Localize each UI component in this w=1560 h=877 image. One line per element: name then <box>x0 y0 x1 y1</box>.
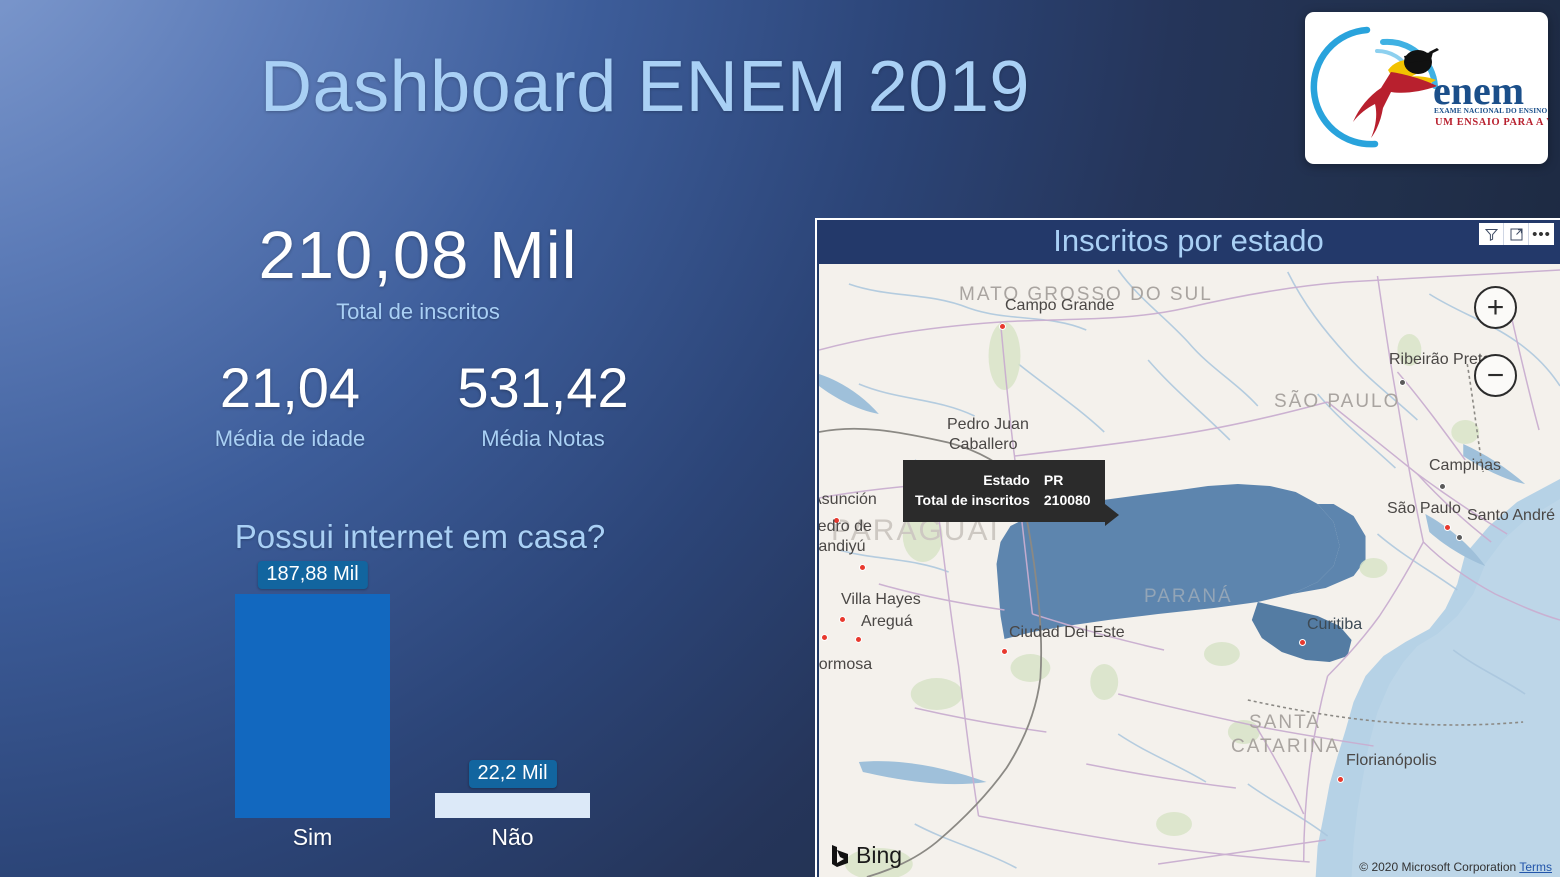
city-dot <box>1444 524 1451 531</box>
tooltip-row: Total de inscritos 210080 <box>915 490 1091 510</box>
svg-text:UM ENSAIO PARA A VIDA: UM ENSAIO PARA A VIDA <box>1435 117 1548 128</box>
basemap-vector <box>819 264 1560 877</box>
internet-bar-chart: Possui internet em casa? 187,88 Mil Sim … <box>150 518 690 870</box>
map-visual[interactable]: Inscritos por estado ••• <box>815 218 1560 877</box>
page-title: Dashboard ENEM 2019 <box>260 47 1030 127</box>
bing-logo[interactable]: Bing <box>831 842 902 869</box>
city-dot <box>1456 534 1463 541</box>
city-dot <box>859 564 866 571</box>
bar-sim-category-label: Sim <box>292 824 333 850</box>
city-dot <box>1399 379 1406 386</box>
kpi-media-notas: 531,42 Média Notas <box>420 360 666 452</box>
kpi-total-inscritos: 210,08 Mil Total de inscritos <box>178 222 658 325</box>
bar-nao-value-label: 22,2 Mil <box>468 760 557 788</box>
tooltip-tail <box>1104 504 1119 526</box>
map-canvas[interactable]: MATO GROSSO DO SUL SÃO PAULO PARANÁ SANT… <box>819 264 1560 877</box>
tooltip-row: Estado PR <box>915 470 1091 490</box>
city-dot <box>833 517 840 524</box>
enem-logo: enem EXAME NACIONAL DO ENSINO MÉDIO UM E… <box>1305 12 1548 164</box>
tooltip-key: Estado <box>983 472 1030 488</box>
city-dot <box>999 323 1006 330</box>
chart-title: Possui internet em casa? <box>234 518 606 555</box>
svg-text:enem: enem <box>1433 68 1524 113</box>
map-zoom-out-button[interactable]: − <box>1474 354 1517 397</box>
plus-icon: + <box>1486 290 1505 324</box>
minus-icon: − <box>1486 358 1505 392</box>
bing-glyph-icon <box>832 844 848 867</box>
kpi-media-notas-label: Média Notas <box>481 426 605 451</box>
kpi-total-inscritos-value: 210,08 Mil <box>258 218 578 293</box>
bar-nao[interactable]: 22,2 Mil Não <box>435 760 590 850</box>
map-visual-header: Inscritos por estado ••• <box>817 220 1560 264</box>
bar-sim-rect[interactable] <box>235 594 390 818</box>
city-dot <box>1299 639 1306 646</box>
filter-icon[interactable] <box>1479 223 1504 245</box>
city-dot <box>855 636 862 643</box>
map-visual-title: Inscritos por estado <box>1053 223 1324 258</box>
map-tooltip: Estado PR Total de inscritos 210080 <box>903 460 1119 526</box>
kpi-media-idade-value: 21,04 <box>219 356 361 419</box>
svg-text:EXAME NACIONAL DO ENSINO MÉDIO: EXAME NACIONAL DO ENSINO MÉDIO <box>1434 105 1548 115</box>
kpi-media-notas-value: 531,42 <box>457 356 629 419</box>
map-copyright: © 2020 Microsoft Corporation <box>1359 860 1517 874</box>
map-zoom-in-button[interactable]: + <box>1474 286 1517 329</box>
more-options-icon[interactable]: ••• <box>1529 223 1554 245</box>
city-dot <box>1001 648 1008 655</box>
focus-mode-icon[interactable] <box>1504 223 1529 245</box>
city-dot <box>839 616 846 623</box>
parana-region <box>996 484 1340 639</box>
map-visual-toolbar: ••• <box>1479 223 1554 245</box>
city-dot <box>821 634 828 641</box>
bar-nao-rect[interactable] <box>435 793 590 818</box>
tooltip-key: Total de inscritos <box>915 492 1030 508</box>
kpi-media-idade-label: Média de idade <box>214 426 366 451</box>
bing-label: Bing <box>856 842 903 868</box>
tooltip-value: 210080 <box>1043 492 1091 508</box>
city-dot <box>1439 483 1446 490</box>
kpi-media-idade: 21,04 Média de idade <box>178 360 402 452</box>
bar-sim-value-label: 187,88 Mil <box>257 561 368 589</box>
bar-nao-category-label: Não <box>491 824 534 850</box>
map-terms-link[interactable]: Terms <box>1519 860 1552 874</box>
bar-sim[interactable]: 187,88 Mil Sim <box>235 561 390 850</box>
city-dot <box>1337 776 1344 783</box>
chart-plot-area: 187,88 Mil Sim 22,2 Mil Não <box>150 561 690 854</box>
tooltip-value: PR <box>1043 472 1064 488</box>
map-attribution: © 2020 Microsoft Corporation Terms <box>1359 860 1552 874</box>
kpi-total-inscritos-label: Total de inscritos <box>336 299 500 324</box>
more-options-dots: ••• <box>1532 225 1551 243</box>
